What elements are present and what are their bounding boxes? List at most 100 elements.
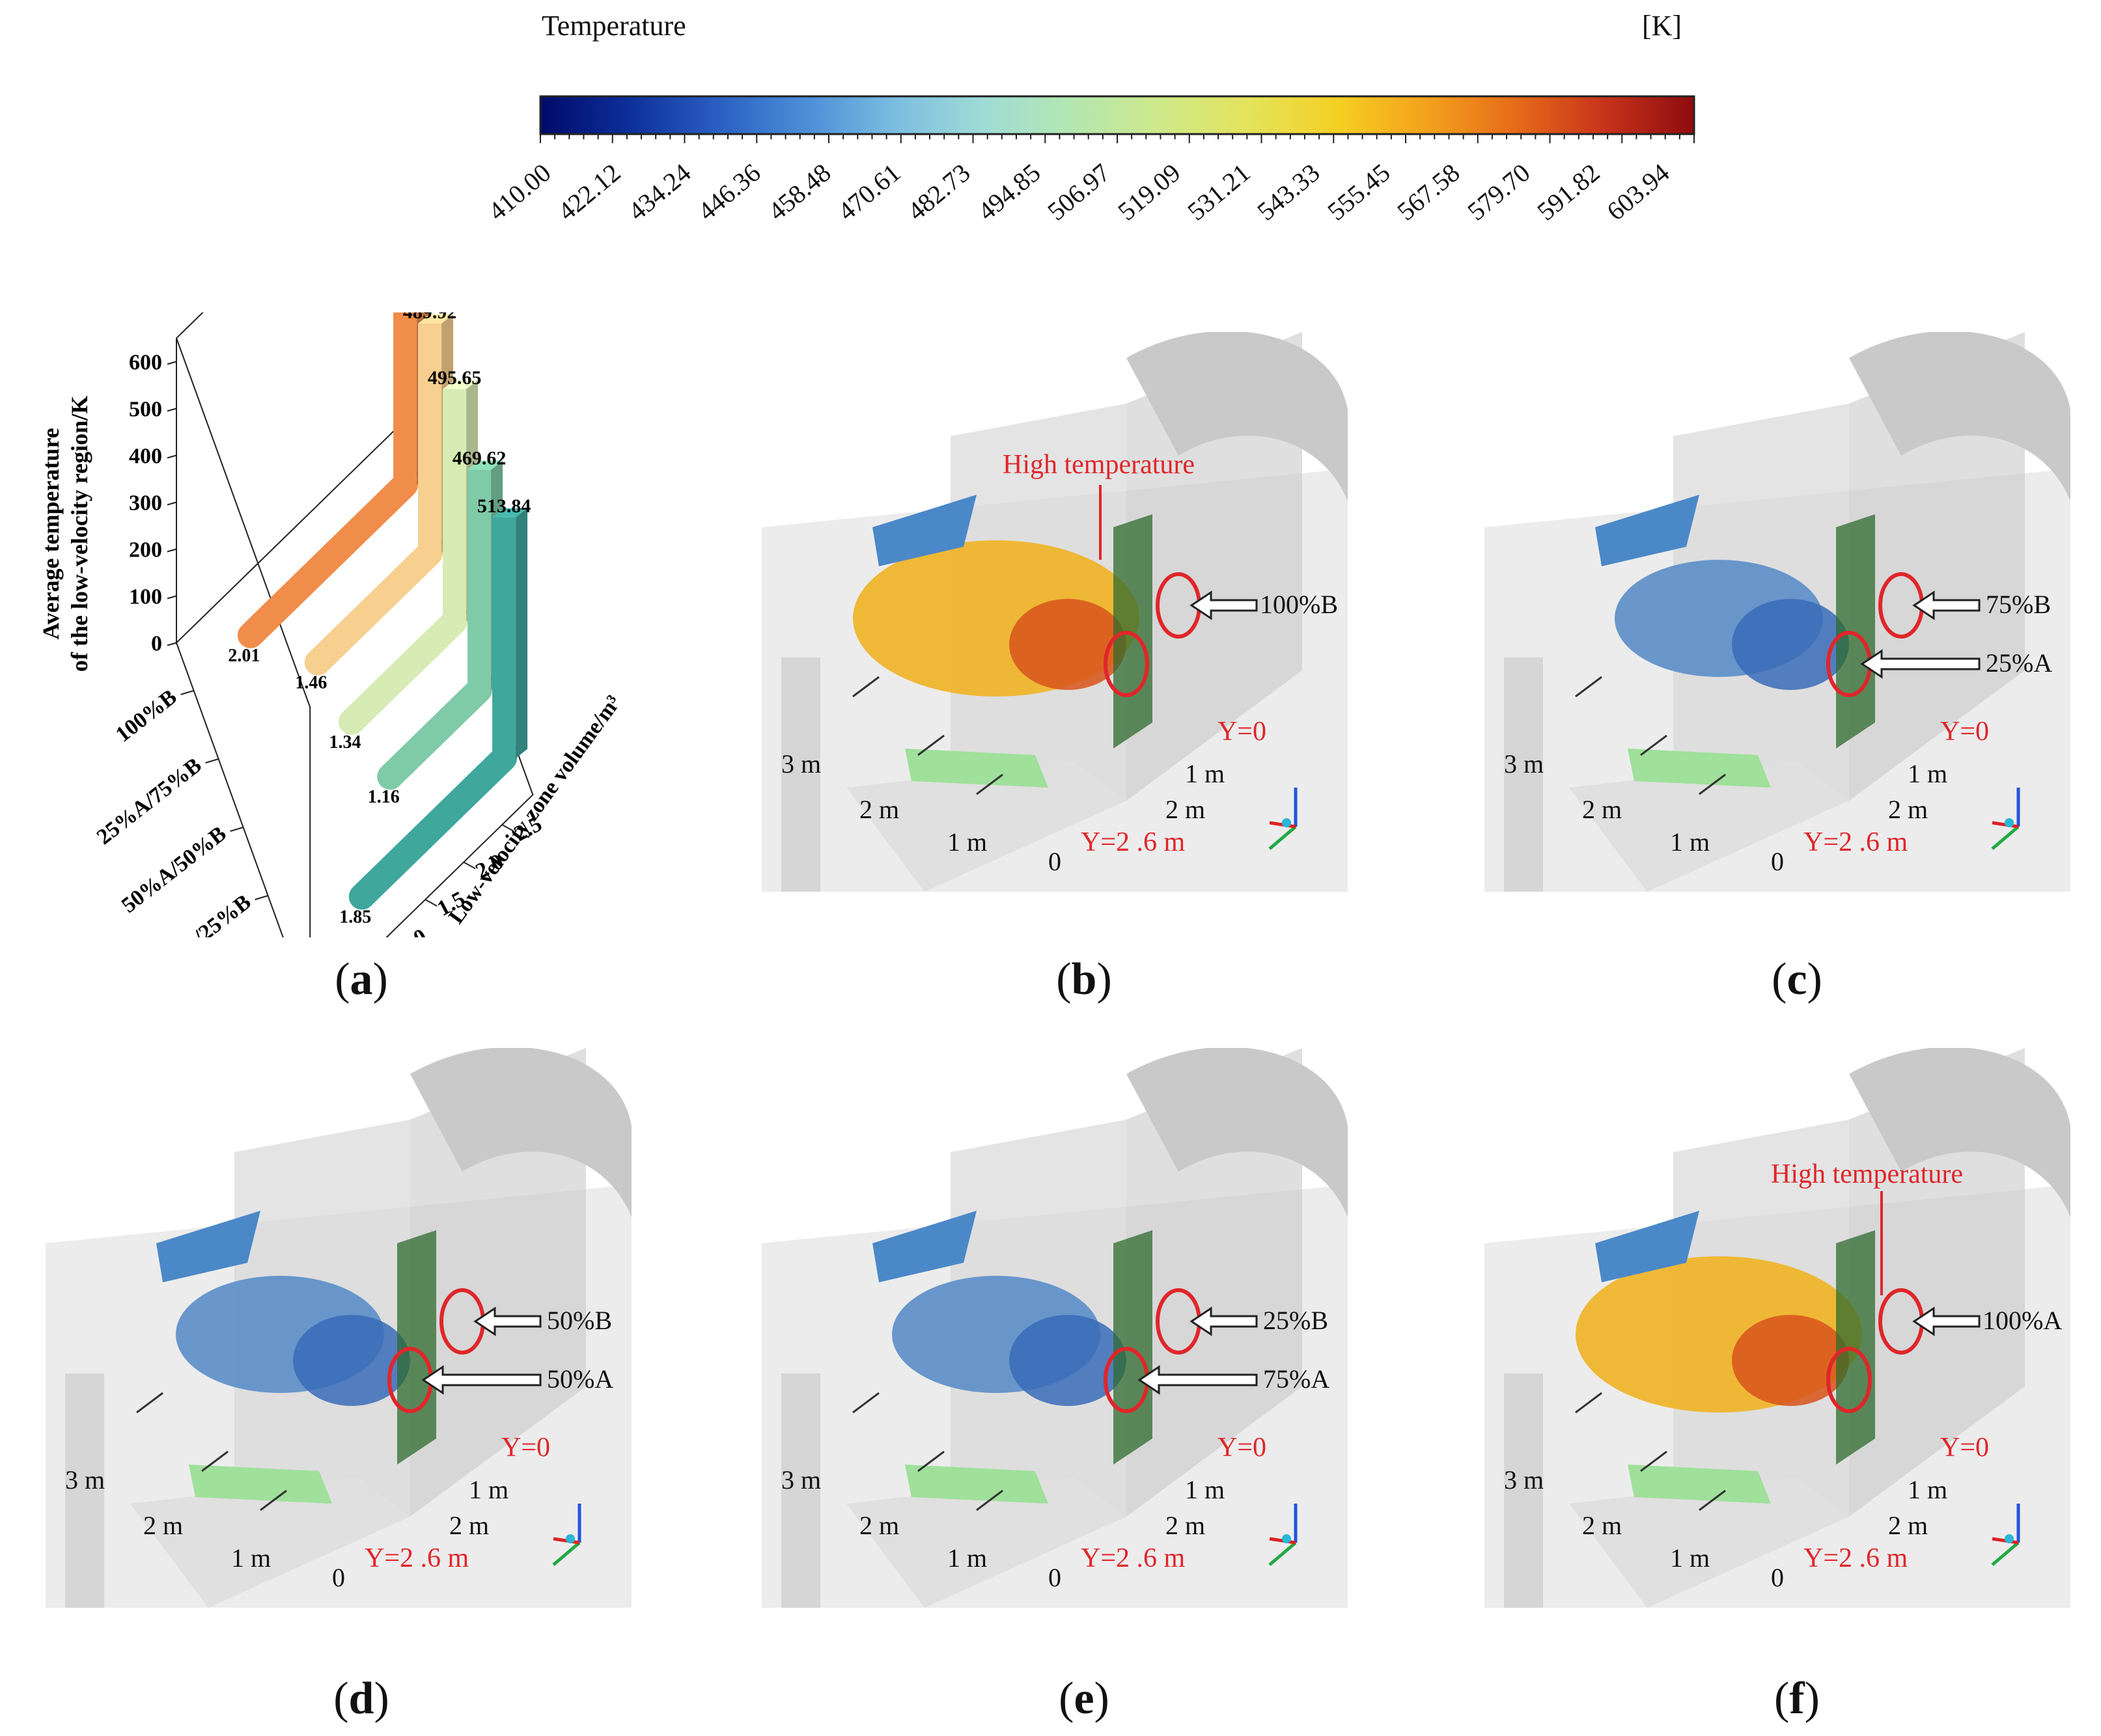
scale-label-right-2m: 2 m [1888,1511,1928,1540]
scale-tick [917,1450,945,1472]
z-tick-label: 100 [129,585,162,609]
duct-box-side [1126,332,1302,801]
z-tick [167,642,177,646]
scale-label-right-1m: 1 m [1185,1475,1225,1504]
z-tick-label: 300 [129,491,162,516]
low-velocity-zone-core [1732,599,1849,690]
colorbar-unit: [K] [1642,10,1682,42]
curved-pipe [1849,331,2070,501]
scale-tick [852,676,880,698]
colorbar-title: Temperature [542,10,686,42]
volume-tick-label: 1.0 [395,924,431,937]
scale-label-right-2m: 2 m [1165,795,1206,824]
low-velocity-zone-core [293,1315,410,1406]
inlet-annotation: 100%A [1983,1306,2063,1335]
volume-bar [237,471,419,648]
scale-tick [1575,1392,1602,1414]
scale-tick [136,1392,163,1414]
z-tick [167,501,177,506]
z-tick-label: 200 [129,538,162,562]
inlet-annotation-lower: 75%A [1263,1364,1330,1394]
annotation-arrow [1860,649,1981,679]
panel-label-c: (c) [1772,954,1822,1004]
volume-bar [348,745,518,910]
inlet-annotation-upper: 75%B [1986,590,2051,619]
temperature-bar-top [418,314,454,324]
scale-label-right-1m: 1 m [469,1475,509,1504]
annotation-arrow [421,1365,542,1395]
scale-label-2m: 2 m [859,1511,900,1540]
duct-floor [1569,1478,1849,1608]
panel-label-a: (a) [335,954,388,1004]
curved-pipe [1849,1047,2070,1217]
low-velocity-zone-fragment [872,1211,977,1282]
duct-box-side [1126,1048,1302,1517]
scale-tick [1640,1450,1667,1472]
scale-tick [260,1489,287,1511]
outlet-face [1113,1230,1152,1465]
z-axis-label: Average temperature of the low-velocity r… [38,396,92,672]
scale-label-1m: 1 m [947,1543,988,1573]
scale-label-3m: 3 m [1504,749,1544,778]
duct-box-side [1849,332,2025,801]
simulation-panel-f: 3 m 2 m 1 m 0 1 m 2 m Y=0 Y=2 .6 m High temperat… [1484,1047,2070,1608]
temperature-data-label: 513.84 [477,495,531,517]
category-label: 50%A/50%B [117,821,231,918]
temperature-colorbar: Temperature [K] 410.00 422.12 434.24 446.36… [0,0,2101,273]
y-2-6m-label: Y=2 .6 m [1803,1543,1908,1573]
floor-zone [905,749,1048,788]
simulation-panel-e: 3 m 2 m 1 m 0 1 m 2 m Y=0 Y=2 .6 m 25%B 75%A [762,1047,1348,1608]
duct-box-side [410,1048,586,1517]
volume-tick [501,824,514,832]
z-tick [167,361,177,365]
volume-tick [463,861,476,870]
triad-origin [1282,818,1291,827]
panel-label-f: (f) [1774,1674,1820,1724]
colorbar-gradient [539,95,1695,135]
z-tick-label: 600 [129,351,162,375]
triad-origin [566,1534,575,1543]
volume-bar [304,540,443,676]
scale-label-1m: 1 m [1670,827,1710,857]
y-axis-triad [1268,1541,1297,1566]
simulation-render [46,1047,632,1608]
z-tick-label: 0 [151,632,162,656]
temperature-data-label: 469.62 [452,448,507,469]
inlet-annotation-upper: 50%B [547,1306,612,1335]
category-label: 25%A/75%B [92,753,206,849]
low-velocity-zone-core [1009,1315,1126,1406]
inlet-annotation-upper: 25%B [1263,1306,1328,1335]
temperature-bar [492,517,516,758]
volume-tick [424,899,438,907]
scale-label-3m: 3 m [781,1465,822,1495]
temperature-data-label: 495.65 [428,367,482,389]
category-tick [205,758,219,764]
low-velocity-zone-fragment [872,495,977,566]
inlet-annotation-lower: 50%A [547,1364,614,1394]
y-axis-triad [1991,825,2020,850]
colorbar-svg [539,95,1695,143]
low-velocity-zone-fragment [156,1211,260,1282]
scale-label-right-2m: 2 m [449,1511,490,1540]
scale-label-2m: 2 m [859,795,900,824]
low-velocity-zone-fragment [1595,495,1699,566]
scale-label-2m: 2 m [1582,795,1622,824]
scale-tick [1575,676,1602,698]
y-2-6m-label: Y=2 .6 m [1081,1543,1186,1573]
low-velocity-zone-core [1009,599,1126,690]
simulation-panel-c: 3 m 2 m 1 m 0 1 m 2 m Y=0 Y=2 .6 m 75%B 25%A [1484,331,2070,892]
scale-label-0: 0 [1771,847,1784,876]
scale-label-right-2m: 2 m [1888,795,1928,824]
temperature-bar [443,389,467,622]
volume-data-label: 1.34 [329,732,361,752]
y-2-6m-label: Y=2 .6 m [1081,827,1186,857]
annotation-arrow [1190,590,1258,620]
category-label: 100%B [111,685,182,747]
z-tick [167,595,177,599]
y0-label: Y=0 [1940,1433,1990,1463]
category-tick [180,690,194,695]
scale-label-1m: 1 m [231,1543,271,1573]
z-tick [167,407,177,412]
temperature-bar-side [516,508,528,758]
scale-label-0: 0 [1048,847,1061,876]
